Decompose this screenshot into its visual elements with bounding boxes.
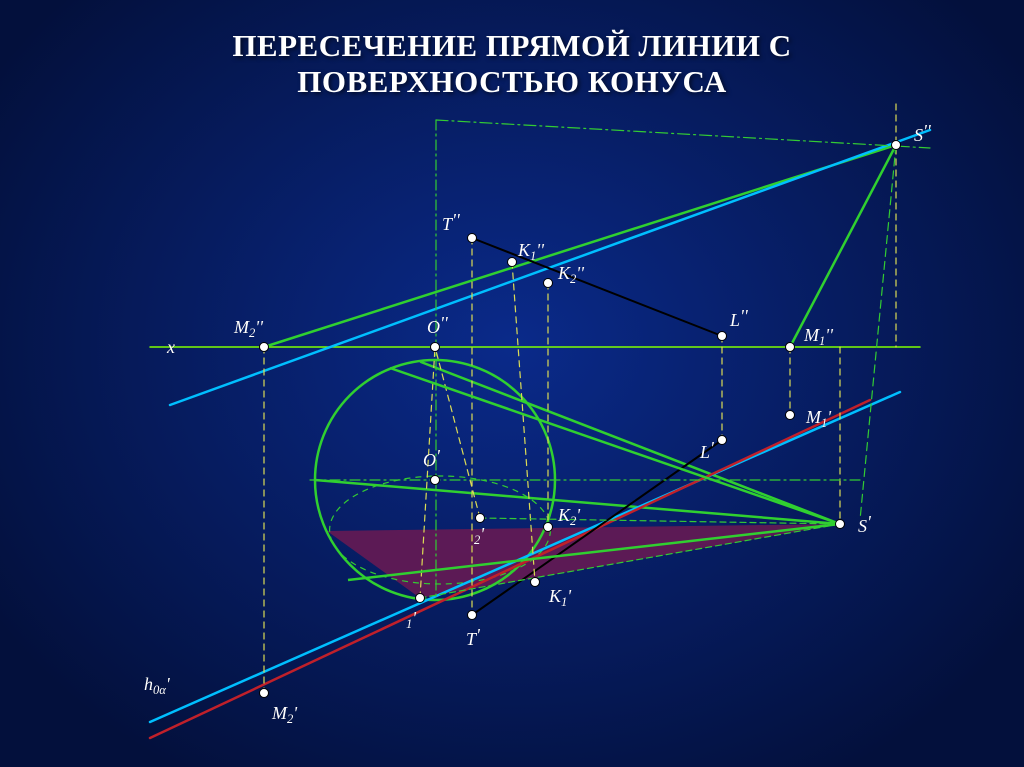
label-M1pp: M1'' xyxy=(803,325,834,348)
point-K2pp xyxy=(544,279,553,288)
label-Opp: O'' xyxy=(427,313,449,337)
label-K1p: К1' xyxy=(548,586,572,609)
label-x_label: x xyxy=(166,337,175,357)
label-K2pp: К2'' xyxy=(557,263,585,286)
label-M2pp: M2'' xyxy=(233,317,264,340)
line-5 xyxy=(170,130,930,405)
label-Sp: S' xyxy=(858,512,872,536)
label-Lpp: L'' xyxy=(729,306,749,330)
point-M1pp xyxy=(786,343,795,352)
label-Spp: S'' xyxy=(914,121,932,145)
label-Tpp_top: T'' xyxy=(442,210,461,234)
label-Lp: L' xyxy=(699,438,715,462)
point-M2p xyxy=(260,689,269,698)
point-Tp_bot xyxy=(468,611,477,620)
point-K1pp xyxy=(508,258,517,267)
line-8 xyxy=(472,238,722,336)
label-K1pp: К1'' xyxy=(517,240,545,263)
line-7 xyxy=(150,400,870,738)
point-Spp xyxy=(892,141,901,150)
point-Lp xyxy=(718,436,727,445)
point-Tpp_top xyxy=(468,234,477,243)
label-M2p: M2' xyxy=(271,703,298,726)
point-Op xyxy=(431,476,440,485)
point-one_p xyxy=(416,594,425,603)
line-25 xyxy=(436,120,930,148)
point-M2pp xyxy=(260,343,269,352)
label-one_p: 1' xyxy=(406,608,417,631)
point-M1p xyxy=(786,411,795,420)
point-two_p xyxy=(476,514,485,523)
point-Opp xyxy=(431,343,440,352)
point-K1p xyxy=(531,578,540,587)
point-K2p xyxy=(544,523,553,532)
diagram-stage: ПЕРЕСЕЧЕНИЕ ПРЯМОЙ ЛИНИИ С ПОВЕРХНОСТЬЮ … xyxy=(0,0,1024,767)
geometry-diagram: x M2'' O'' T'' К1'' К2'' L'' M1'' S'' M1' L' O' 2' К2… xyxy=(0,0,1024,767)
label-K2p: К2' xyxy=(557,505,581,528)
label-h0a: h0α' xyxy=(144,674,171,697)
point-Lpp xyxy=(718,332,727,341)
label-two_p: 2' xyxy=(474,524,485,547)
label-Tp_bot: T' xyxy=(466,625,481,649)
label-Op: O' xyxy=(423,446,441,470)
label-M1p: M1' xyxy=(805,407,832,430)
point-Sp xyxy=(836,520,845,529)
